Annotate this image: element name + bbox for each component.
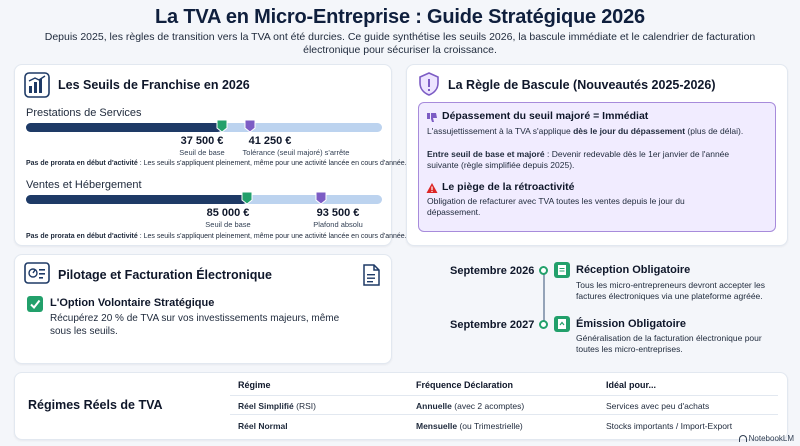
dashboard-icon	[24, 261, 50, 287]
services-majore-marker	[244, 119, 256, 133]
pilotage-card	[14, 254, 392, 364]
bascule-item3-text: Obligation de refacturer avec TVA toutes…	[427, 196, 685, 217]
ventes-label: Ventes et Hébergement	[26, 179, 142, 191]
regimes-card	[14, 372, 788, 440]
table-cell-regime: Réel Normal	[238, 421, 288, 431]
table-cell-frequence: Mensuelle (ou Trimestrielle)	[416, 421, 523, 431]
ventes-majore-value: 93 500 €	[316, 207, 360, 219]
timeline-title-2: Émission Obligatoire	[576, 318, 687, 330]
ventes-bar-fill	[26, 195, 247, 204]
col-header-ideal: Idéal pour...	[606, 380, 657, 390]
table-cell-regime: Réel Simplifié (RSI)	[238, 401, 316, 411]
shield-alert-icon	[416, 71, 442, 97]
services-base-value: 37 500 €	[180, 135, 224, 147]
ventes-bar	[26, 195, 382, 204]
ventes-majore-caption: Plafond absolu	[313, 220, 363, 229]
timeline-line	[543, 270, 545, 325]
timeline-text-1: Tous les micro-entrepreneurs devront acc…	[576, 280, 765, 301]
thumbs-down-icon	[426, 110, 438, 122]
timeline-title-1: Réception Obligatoire	[576, 264, 691, 276]
chart-icon	[24, 72, 50, 98]
logo-text: NotebookLM	[748, 434, 794, 443]
timeline-text-2: Généralisation de la facturation électro…	[576, 333, 762, 354]
timeline-date-2: Septembre 2027	[450, 319, 535, 331]
timeline-dot	[539, 320, 548, 329]
ventes-base-marker	[241, 191, 253, 205]
services-base-marker	[216, 119, 228, 133]
ventes-note: Pas de prorata en début d'activité : Les…	[26, 233, 407, 240]
table-cell-ideal: Stocks importants / Import-Export	[606, 421, 733, 431]
send-doc-icon	[554, 316, 570, 332]
bascule-item3-title: Le piège de la rétroactivité	[442, 181, 575, 193]
timeline-date-1: Septembre 2026	[450, 265, 535, 277]
table-cell-frequence: Annuelle (avec 2 acomptes)	[416, 401, 525, 411]
notebooklm-logo: NotebookLM	[738, 434, 794, 443]
timeline-dot	[539, 266, 548, 275]
ventes-majore-marker	[315, 191, 327, 205]
services-bar	[26, 123, 382, 132]
ventes-base-value: 85 000 €	[206, 207, 250, 219]
services-note: Pas de prorata en début d'activité : Les…	[26, 160, 407, 167]
seuils-card	[14, 64, 392, 246]
table-divider	[230, 414, 778, 415]
option-text: Récupérez 20 % de TVA sur vos investisse…	[50, 313, 340, 337]
receive-doc-icon	[554, 262, 570, 278]
services-bar-fill	[26, 123, 222, 132]
check-icon	[27, 296, 43, 312]
bascule-item2-text: Entre seuil de base et majoré : Devenir …	[427, 149, 730, 170]
page-subtitle: Depuis 2025, les règles de transition ve…	[44, 31, 756, 56]
bascule-box	[418, 102, 776, 232]
services-base-caption: Seuil de base	[179, 148, 225, 157]
pilotage-title: Pilotage et Facturation Électronique	[58, 268, 272, 282]
ventes-base-caption: Seuil de base	[205, 220, 251, 229]
services-majore-caption: Tolérance (seuil majoré) s'arrête	[242, 148, 350, 157]
col-header-regime: Régime	[238, 380, 271, 390]
warning-icon	[426, 181, 438, 193]
col-header-frequence: Fréquence Déclaration	[416, 380, 514, 390]
services-label: Prestations de Services	[26, 107, 142, 119]
bascule-title: La Règle de Bascule (Nouveautés 2025-202…	[448, 78, 716, 92]
logo-icon	[738, 435, 747, 442]
bascule-item1-title: Dépassement du seuil majoré = Immédiat	[442, 110, 649, 122]
option-title: L'Option Volontaire Stratégique	[50, 297, 215, 309]
page-title: La TVA en Micro-Entreprise : Guide Strat…	[155, 6, 645, 28]
table-cell-ideal: Services avec peu d'achats	[606, 401, 710, 411]
table-divider	[230, 395, 778, 396]
regimes-title: Régimes Réels de TVA	[28, 398, 163, 412]
seuils-title: Les Seuils de Franchise en 2026	[58, 78, 250, 92]
services-majore-value: 41 250 €	[248, 135, 292, 147]
bascule-item1-text: L'assujettissement à la TVA s'applique d…	[427, 126, 744, 136]
document-icon	[362, 264, 380, 286]
